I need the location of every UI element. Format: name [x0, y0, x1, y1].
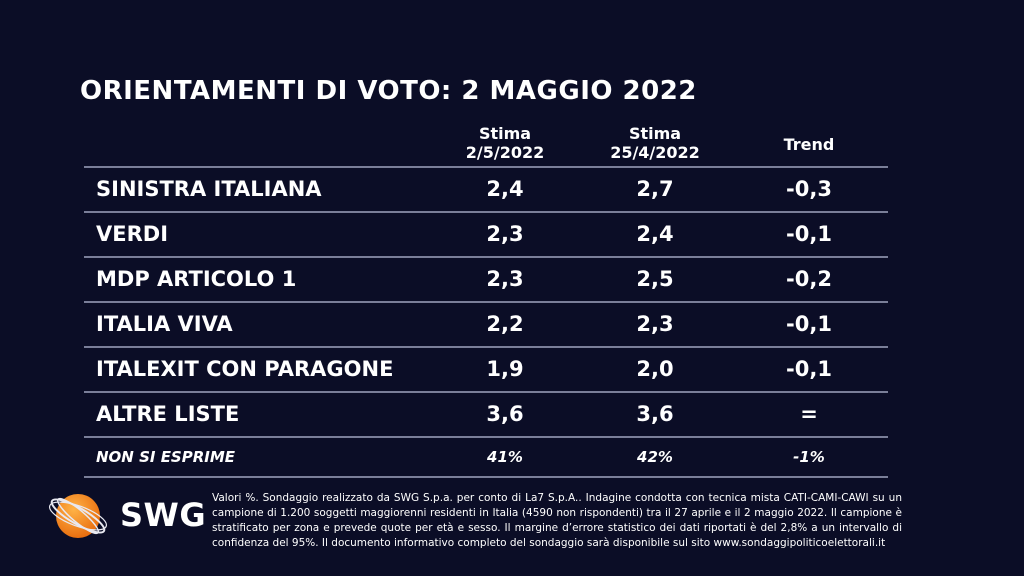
value-trend: -0,1: [786, 357, 832, 381]
table-row: ALTRE LISTE 3,6 3,6 =: [84, 393, 888, 436]
table-row: SINISTRA ITALIANA 2,4 2,7 -0,3: [84, 168, 888, 211]
value-current: 2,3: [486, 222, 524, 246]
value-previous: 2,0: [636, 357, 674, 381]
table-row: ITALIA VIVA 2,2 2,3 -0,1: [84, 303, 888, 346]
value-previous: 2,7: [636, 177, 674, 201]
divider: [84, 301, 888, 303]
party-label: ITALIA VIVA: [96, 312, 233, 336]
divider: [84, 346, 888, 348]
divider: [84, 256, 888, 258]
value-current: 2,3: [486, 267, 524, 291]
table-row-non-response: NON SI ESPRIME 41% 42% -1%: [84, 438, 888, 476]
swg-logo: SWG: [42, 488, 206, 544]
divider: [84, 391, 888, 393]
value-previous: 42%: [637, 448, 673, 466]
value-previous: 3,6: [636, 402, 674, 426]
party-label: VERDI: [96, 222, 169, 246]
divider: [84, 476, 888, 478]
column-header-previous: Stima 25/4/2022: [590, 124, 720, 162]
party-label: MDP ARTICOLO 1: [96, 267, 297, 291]
table-row: MDP ARTICOLO 1 2,3 2,5 -0,2: [84, 258, 888, 301]
party-label: SINISTRA ITALIANA: [96, 177, 322, 201]
divider: [84, 166, 888, 168]
logo-text: SWG: [120, 496, 207, 534]
column-header-line: Stima: [628, 124, 682, 143]
value-trend: =: [800, 402, 818, 426]
row-label: NON SI ESPRIME: [96, 448, 236, 466]
value-previous: 2,4: [636, 222, 674, 246]
globe-icon: [49, 494, 107, 538]
poll-table: Stima 2/5/2022 Stima 25/4/2022 Trend SIN…: [84, 124, 888, 478]
column-header-current: Stima 2/5/2022: [440, 124, 570, 162]
value-trend: -0,3: [786, 177, 832, 201]
value-current: 2,4: [486, 177, 524, 201]
value-current: 1,9: [486, 357, 524, 381]
column-header-trend: Trend: [783, 135, 835, 154]
value-current: 3,6: [486, 402, 524, 426]
value-current: 41%: [487, 448, 523, 466]
value-previous: 2,3: [636, 312, 674, 336]
value-trend: -1%: [793, 448, 825, 466]
value-current: 2,2: [486, 312, 524, 336]
value-trend: -0,2: [786, 267, 832, 291]
divider: [84, 211, 888, 213]
column-header-date: 2/5/2022: [465, 143, 545, 162]
divider: [84, 436, 888, 438]
column-header-line: Stima: [478, 124, 532, 143]
value-trend: -0,1: [786, 222, 832, 246]
chart-title: ORIENTAMENTI DI VOTO: 2 MAGGIO 2022: [80, 76, 697, 106]
party-label: ITALEXIT CON PARAGONE: [96, 357, 394, 381]
methodology-note: Valori %. Sondaggio realizzato da SWG S.…: [212, 492, 902, 549]
table-row: VERDI 2,3 2,4 -0,1: [84, 213, 888, 256]
value-trend: -0,1: [786, 312, 832, 336]
table-header: Stima 2/5/2022 Stima 25/4/2022 Trend: [84, 124, 888, 166]
column-header-date: 25/4/2022: [610, 143, 700, 162]
table-row: ITALEXIT CON PARAGONE 1,9 2,0 -0,1: [84, 348, 888, 391]
party-label: ALTRE LISTE: [96, 402, 240, 426]
value-previous: 2,5: [636, 267, 674, 291]
